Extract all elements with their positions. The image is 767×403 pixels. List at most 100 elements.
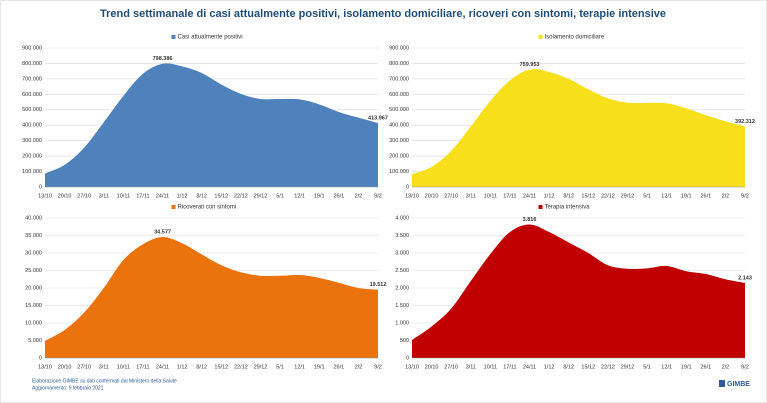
y-tick-label: 2.500 <box>395 268 409 274</box>
x-tick-label: 26/1 <box>700 193 711 199</box>
y-tick-label: 2.000 <box>395 285 409 291</box>
y-tick-label: 900.000 <box>22 45 42 51</box>
x-tick-label: 5/1 <box>276 364 284 370</box>
x-tick-label: 12/1 <box>661 364 672 370</box>
x-tick-label: 1/12 <box>177 364 188 370</box>
y-tick-label: 900.000 <box>389 45 409 51</box>
y-tick-label: 500 <box>400 338 409 344</box>
y-tick-label: 25.000 <box>25 268 42 274</box>
logo-icon <box>719 380 725 387</box>
x-tick-label: 26/1 <box>700 364 711 370</box>
area <box>45 236 378 358</box>
y-tick-label: 400.000 <box>22 123 42 129</box>
x-tick-label: 10/11 <box>117 364 130 370</box>
x-tick-label: 27/10 <box>444 193 458 199</box>
x-tick-label: 10/11 <box>117 193 130 199</box>
x-tick-label: 22/12 <box>234 193 248 199</box>
legend-label: Isolamento domiciliare <box>545 35 605 41</box>
x-tick-label: 2/2 <box>355 193 363 199</box>
data-label: 34.577 <box>154 229 171 235</box>
x-tick-label: 26/1 <box>333 193 344 199</box>
x-tick-label: 17/11 <box>503 193 516 199</box>
x-tick-label: 17/11 <box>503 364 516 370</box>
x-tick-label: 5/1 <box>643 364 651 370</box>
x-tick-label: 9/2 <box>374 193 382 199</box>
x-tick-label: 12/1 <box>661 193 672 199</box>
y-tick-label: 5.000 <box>28 338 42 344</box>
y-tick-label: 100.000 <box>22 169 42 175</box>
x-tick-label: 15/12 <box>581 364 595 370</box>
y-tick-label: 600.000 <box>22 92 42 98</box>
x-tick-label: 19/1 <box>681 193 692 199</box>
x-tick-label: 3/11 <box>99 364 109 370</box>
x-tick-label: 2/2 <box>355 364 363 370</box>
y-tick-label: 100.000 <box>389 169 409 175</box>
y-tick-label: 500.000 <box>22 107 42 113</box>
y-tick-label: 1.500 <box>395 303 409 309</box>
x-tick-label: 24/11 <box>523 364 536 370</box>
x-tick-label: 8/12 <box>196 364 207 370</box>
x-tick-label: 20/10 <box>425 364 439 370</box>
x-tick-label: 15/12 <box>214 193 228 199</box>
x-tick-label: 1/12 <box>544 193 555 199</box>
x-tick-label: 12/1 <box>294 364 305 370</box>
y-tick-label: 500.000 <box>389 107 409 113</box>
y-tick-label: 20.000 <box>25 285 42 291</box>
legend-swatch <box>171 205 176 209</box>
x-tick-label: 29/12 <box>254 193 268 199</box>
x-tick-label: 10/11 <box>484 193 497 199</box>
y-tick-label: 0 <box>406 184 409 190</box>
y-tick-label: 1.000 <box>395 320 409 326</box>
legend-label: Ricoverati con sintomi <box>178 205 237 211</box>
x-tick-label: 24/11 <box>156 193 169 199</box>
x-tick-label: 8/12 <box>563 193 574 199</box>
page-title: Trend settimanale di casi attualmente po… <box>100 8 666 20</box>
x-tick-label: 22/12 <box>601 364 615 370</box>
area <box>412 69 745 187</box>
x-tick-label: 13/10 <box>38 364 52 370</box>
y-tick-label: 4.000 <box>395 215 409 221</box>
data-label: 3.816 <box>523 217 537 223</box>
x-tick-label: 5/1 <box>276 193 284 199</box>
x-tick-label: 19/1 <box>314 364 325 370</box>
y-tick-label: 35.000 <box>25 233 42 239</box>
x-tick-label: 20/10 <box>425 193 439 199</box>
x-tick-label: 17/11 <box>136 364 149 370</box>
data-label: 798.386 <box>153 56 173 62</box>
x-tick-label: 3/11 <box>99 193 109 199</box>
area <box>45 63 378 187</box>
x-tick-label: 27/10 <box>77 364 91 370</box>
footer-updated: Aggiornamento: 9 febbraio 2021 <box>32 385 104 391</box>
y-tick-label: 15.000 <box>25 303 42 309</box>
y-tick-label: 0 <box>406 355 409 361</box>
y-tick-label: 200.000 <box>389 154 409 160</box>
data-label: 2.143 <box>738 275 752 281</box>
x-tick-label: 29/12 <box>254 364 268 370</box>
x-tick-label: 13/10 <box>405 193 419 199</box>
legend-label: Terapia intensiva <box>545 205 591 211</box>
legend-swatch <box>171 35 176 39</box>
y-tick-label: 800.000 <box>389 61 409 67</box>
y-tick-label: 30.000 <box>25 250 42 256</box>
x-tick-label: 29/12 <box>621 193 635 199</box>
y-tick-label: 200.000 <box>22 154 42 160</box>
x-tick-label: 13/10 <box>38 193 52 199</box>
x-tick-label: 26/1 <box>333 364 344 370</box>
x-tick-label: 20/10 <box>58 193 72 199</box>
x-tick-label: 5/1 <box>643 193 651 199</box>
x-tick-label: 3/11 <box>466 193 476 199</box>
x-tick-label: 20/10 <box>58 364 72 370</box>
x-tick-label: 27/10 <box>77 193 91 199</box>
y-tick-label: 800.000 <box>22 61 42 67</box>
area <box>412 224 745 358</box>
x-tick-label: 3/11 <box>466 364 476 370</box>
x-tick-label: 8/12 <box>563 364 574 370</box>
x-tick-label: 1/12 <box>177 193 188 199</box>
y-tick-label: 0 <box>39 355 42 361</box>
x-tick-label: 22/12 <box>601 193 615 199</box>
legend-swatch <box>538 35 543 39</box>
x-tick-label: 2/2 <box>722 193 730 199</box>
y-tick-label: 3.500 <box>395 233 409 239</box>
data-label: 759.953 <box>520 62 540 68</box>
